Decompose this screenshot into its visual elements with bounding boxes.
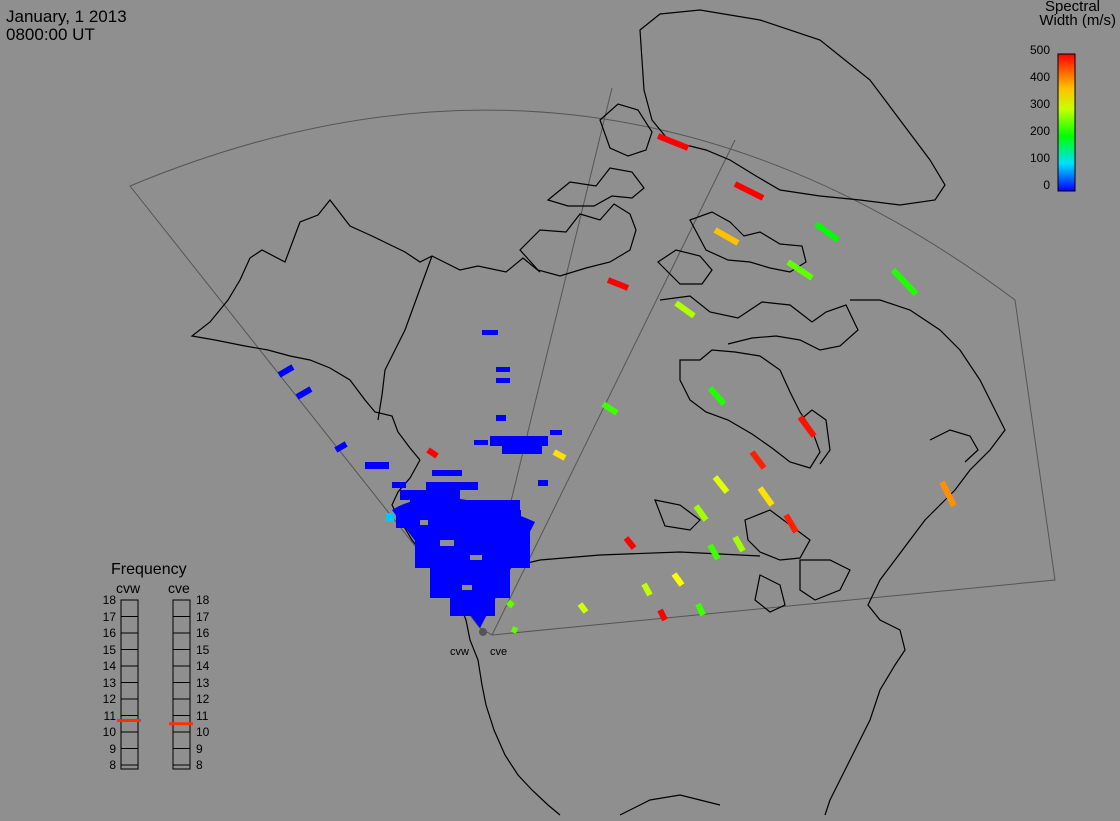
frequency-tick-label: 11 [103,708,116,723]
frequency-tick-label: 10 [196,725,210,739]
frequency-boxes [120,599,191,770]
frequency-tick-label: 9 [109,741,116,756]
frequency-tick-label: 17 [196,609,210,624]
date-label: January, 1 2013 [6,7,127,26]
colorbar-tick-label: 500 [1029,43,1050,57]
frequency-tick-label: 13 [102,675,116,690]
frequency-tick-label: 15 [196,642,210,657]
frequency-tick-label: 14 [196,659,210,673]
hudson-bay [679,349,821,469]
frequency-radar-label-cve: cve [168,580,190,596]
frequency-tick-label: 13 [196,675,210,690]
alaska-coast [249,199,541,273]
fan-gaps [420,520,482,590]
frequency-tick-label: 8 [196,758,203,772]
colorbar-tick-label: 100 [1029,151,1050,165]
colorbar-tick-label: 200 [1029,124,1050,138]
frequency-tick-label: 12 [102,692,116,706]
frequency-tick-label: 8 [109,758,116,772]
labrador-coast [850,299,1006,561]
radar-site-marker [479,628,487,636]
far-range-echoes [426,133,957,634]
frequency-tick-label: 11 [196,708,209,723]
colorbar-tick-label: 300 [1029,97,1050,111]
frequency-radar-label-cvw: cvw [116,580,141,596]
time-label: 0800:00 UT [6,25,95,44]
frequency-tick-label: 16 [196,626,210,640]
frequency-tick-label: 12 [196,692,210,706]
frequency-title: Frequency [111,561,187,578]
frequency-tick-label: 15 [102,642,116,657]
political-borders [377,255,761,571]
greenland-coast [639,9,946,206]
coastlines [190,9,1006,816]
pacific-coast [391,459,561,816]
colorbar [1057,53,1076,192]
colorbar-title-line1: Spectral [1044,0,1100,15]
cyan-cell [386,513,394,521]
great-lakes [744,509,811,561]
fov-outline [129,87,1056,636]
atlantic-coast [824,559,906,816]
frequency-tick-label: 10 [102,725,116,739]
frequency-tick-label: 18 [102,593,116,607]
arctic-islands [519,203,637,277]
frequency-tick-label: 9 [196,741,203,756]
frequency-tick-label: 18 [196,593,210,607]
colorbar-tick-label: 400 [1029,70,1050,84]
frequency-tick-label: 16 [102,626,116,640]
colorbar-tick-label: 0 [1043,178,1050,192]
scatter-cells [277,330,562,616]
frequency-tick-label: 14 [102,659,116,673]
site-label-cve: cve [490,646,508,658]
site-label-cvw: cvw [450,646,469,658]
colorbar-title-line2: Width (m/s) [1039,12,1116,29]
frequency-tick-label: 17 [102,609,116,624]
